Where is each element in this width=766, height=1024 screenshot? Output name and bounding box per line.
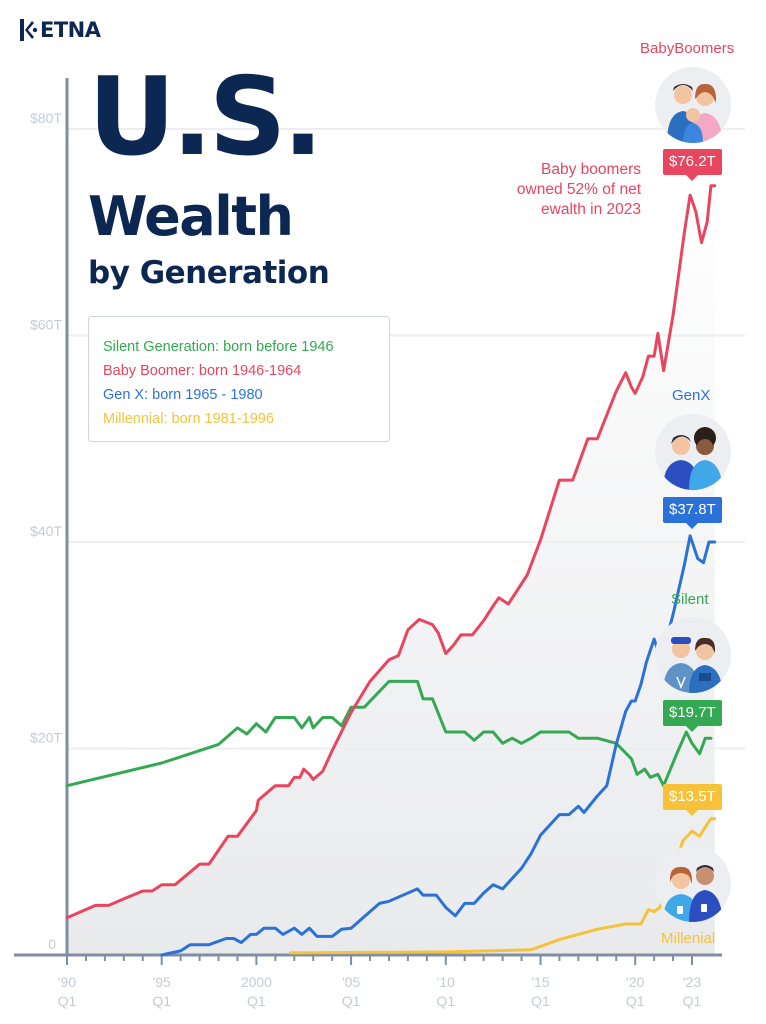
genx-series-line xyxy=(160,534,717,957)
legend-item-silent: Silent Generation: born before 1946 xyxy=(103,339,334,355)
legend-box: Silent Generation: born before 1946 Baby… xyxy=(88,316,390,442)
boomers-avatar xyxy=(655,67,731,143)
silent-label: Silent xyxy=(671,591,709,608)
genx-avatar xyxy=(655,414,731,490)
title-wealth: Wealth xyxy=(88,185,294,248)
tick-labels: 0 $20T $40T $60T $80T '90 Q1 '95 Q1 2000 Q1 '05 Q1 '1… xyxy=(30,110,701,1009)
y-tick-label: $40T xyxy=(30,523,62,539)
series-lines xyxy=(65,184,717,957)
x-tick-label: '10 xyxy=(437,974,455,990)
y-tick-label: $20T xyxy=(30,730,62,746)
elderly-couple-icon xyxy=(663,637,723,693)
millennial-avatar xyxy=(655,846,731,922)
x-tick-label: 2000 xyxy=(241,974,272,990)
x-tick-sublabel: Q1 xyxy=(436,993,455,1009)
annotation-line-2: owned 52% of net xyxy=(516,181,641,198)
y-tick-label: $60T xyxy=(30,317,62,333)
boomer-shaded-area xyxy=(67,185,715,956)
x-tick-label: '90 xyxy=(58,974,76,990)
x-tick-label: '20 xyxy=(626,974,644,990)
title-main: U.S. xyxy=(88,55,324,180)
couple-icon xyxy=(663,427,723,490)
shaded-area-layer xyxy=(67,185,715,956)
etna-logo-mark-icon xyxy=(20,19,38,41)
legend-item-genx: Gen X: born 1965 - 1980 xyxy=(103,387,263,403)
x-tick-sublabel: Q1 xyxy=(683,993,702,1009)
x-tick-label: '05 xyxy=(342,974,360,990)
x-tick-label: '15 xyxy=(531,974,549,990)
young-couple-icon xyxy=(663,865,723,922)
x-tick-label: '23 xyxy=(683,974,701,990)
genx-value-badge: $37.8T xyxy=(663,497,722,529)
annotation-line-3: ewalth in 2023 xyxy=(541,201,641,218)
title-by-generation: by Generation xyxy=(88,255,330,291)
x-tick-sublabel: Q1 xyxy=(152,993,171,1009)
boomer-series-line xyxy=(65,184,717,920)
x-tick-sublabel: Q1 xyxy=(247,993,266,1009)
annotation-line-1: Baby boomers xyxy=(541,161,641,178)
axes xyxy=(14,78,722,965)
x-tick-sublabel: Q1 xyxy=(626,993,645,1009)
genx-label: GenX xyxy=(672,387,711,404)
silent-avatar xyxy=(655,617,731,693)
millennial-label: Millenial xyxy=(661,930,716,947)
x-tick-sublabel: Q1 xyxy=(58,993,77,1009)
boomers-value-badge: $76.2T xyxy=(663,149,722,181)
boomers-label: BabyBoomers xyxy=(640,40,735,57)
silent-value-badge: $19.7T xyxy=(663,700,722,732)
x-tick-label: '95 xyxy=(153,974,171,990)
legend-item-boomer: Baby Boomer: born 1946-1964 xyxy=(103,363,302,379)
x-tick-sublabel: Q1 xyxy=(342,993,361,1009)
logo-text: ETNA xyxy=(40,18,101,42)
y-tick-label: $80T xyxy=(30,110,62,126)
silent-series-line xyxy=(65,679,713,788)
etna-logo: ETNA xyxy=(20,18,101,42)
x-tick-sublabel: Q1 xyxy=(531,993,550,1009)
boomer-annotation: Baby boomers owned 52% of net ewalth in … xyxy=(517,160,641,220)
family-icon xyxy=(667,83,723,143)
millennial-series-line xyxy=(289,817,717,955)
y-tick-label: 0 xyxy=(48,936,56,952)
legend-item-millennial: Millennial: born 1981-1996 xyxy=(103,411,274,427)
millennial-value-badge: $13.5T xyxy=(663,784,722,816)
